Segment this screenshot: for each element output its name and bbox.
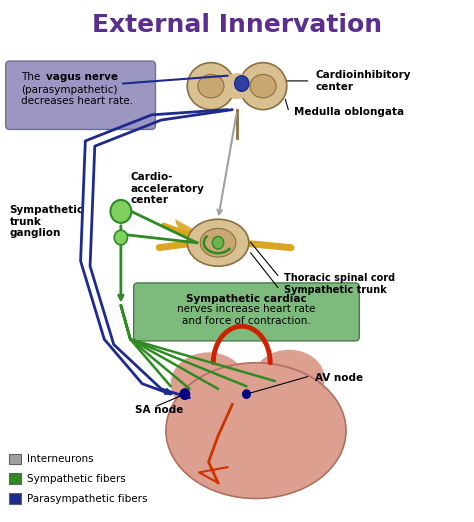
Circle shape bbox=[212, 236, 224, 249]
Ellipse shape bbox=[223, 73, 251, 99]
Text: Cardioinhibitory
center: Cardioinhibitory center bbox=[315, 70, 410, 92]
Text: Cardio-
acceleratory
center: Cardio- acceleratory center bbox=[130, 172, 204, 206]
Circle shape bbox=[114, 230, 128, 245]
Circle shape bbox=[110, 200, 131, 223]
Text: Medulla oblongata: Medulla oblongata bbox=[294, 107, 404, 117]
Ellipse shape bbox=[198, 75, 224, 98]
Ellipse shape bbox=[187, 219, 249, 266]
Text: Thoracic spinal cord: Thoracic spinal cord bbox=[284, 272, 395, 283]
FancyBboxPatch shape bbox=[6, 61, 155, 129]
Text: The: The bbox=[21, 72, 44, 81]
FancyBboxPatch shape bbox=[9, 473, 21, 484]
Ellipse shape bbox=[239, 63, 287, 110]
FancyBboxPatch shape bbox=[134, 283, 359, 341]
Text: Sympathetic fibers: Sympathetic fibers bbox=[27, 473, 126, 484]
Polygon shape bbox=[175, 219, 218, 243]
Text: Sympathetic trunk: Sympathetic trunk bbox=[284, 284, 387, 295]
Ellipse shape bbox=[254, 350, 325, 407]
Text: AV node: AV node bbox=[315, 373, 364, 384]
FancyBboxPatch shape bbox=[9, 454, 21, 464]
Text: Parasympathetic fibers: Parasympathetic fibers bbox=[27, 493, 148, 504]
Ellipse shape bbox=[250, 75, 276, 98]
Text: SA node: SA node bbox=[135, 405, 183, 415]
Text: nerves increase heart rate: nerves increase heart rate bbox=[177, 304, 316, 314]
Text: External Innervation: External Innervation bbox=[92, 13, 382, 37]
Text: and force of contraction.: and force of contraction. bbox=[182, 316, 311, 326]
Ellipse shape bbox=[166, 363, 346, 499]
Text: Sympathetic
trunk
ganglion: Sympathetic trunk ganglion bbox=[9, 205, 83, 239]
Circle shape bbox=[235, 76, 249, 91]
Ellipse shape bbox=[187, 63, 235, 110]
Text: Sympathetic cardiac: Sympathetic cardiac bbox=[186, 294, 307, 304]
FancyBboxPatch shape bbox=[9, 493, 21, 504]
FancyArrowPatch shape bbox=[242, 243, 291, 247]
FancyArrowPatch shape bbox=[164, 226, 194, 236]
Ellipse shape bbox=[171, 352, 246, 415]
Ellipse shape bbox=[200, 228, 236, 257]
Text: vagus nerve: vagus nerve bbox=[46, 72, 118, 81]
FancyArrowPatch shape bbox=[159, 243, 194, 247]
Circle shape bbox=[180, 389, 190, 399]
Text: Interneurons: Interneurons bbox=[27, 454, 94, 464]
Circle shape bbox=[243, 390, 250, 398]
Text: (parasympathetic)
decreases heart rate.: (parasympathetic) decreases heart rate. bbox=[21, 85, 133, 106]
